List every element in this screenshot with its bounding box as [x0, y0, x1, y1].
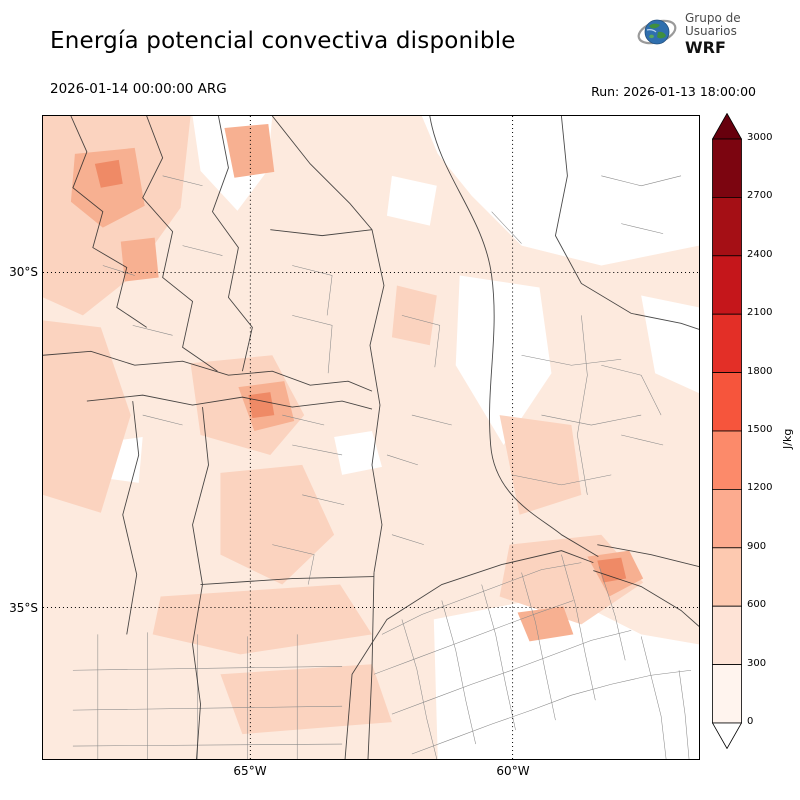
colorbar-unit-label: J/kg [781, 428, 794, 449]
colorbar-tick-label: 900 [747, 540, 767, 552]
logo-text-line1: Grupo de [685, 11, 741, 25]
colorbar-tick-label: 2100 [747, 307, 773, 319]
colorbar-segment [712, 664, 742, 724]
province-borders [43, 116, 699, 759]
map-frame [42, 115, 700, 760]
colorbar-tick-label: 1200 [747, 482, 773, 494]
lat-label-35s: 35°S [9, 601, 38, 615]
colorbar-segment [712, 488, 742, 549]
colorbar-tick-label: 3000 [747, 132, 773, 143]
valid-time-label: 2026-01-14 00:00:00 ARG [50, 81, 227, 97]
colorbar-tick-label: 300 [747, 657, 767, 669]
lon-label-65w: 65°W [233, 764, 267, 778]
colorbar-segment [712, 313, 742, 373]
colorbar-segment [712, 430, 742, 490]
wrf-logo: Grupo de Usuarios WRF [636, 11, 741, 57]
globe-icon [636, 12, 678, 56]
colorbar-tick-label: 1800 [747, 365, 773, 377]
colorbar-tick-label: 2400 [747, 248, 773, 260]
department-borders [72, 175, 692, 759]
logo-text-wrf: WRF [685, 37, 726, 57]
colorbar-tick-label: 600 [747, 599, 767, 611]
colorbar-tick-label: 1500 [747, 424, 773, 435]
lon-label-60w: 60°W [496, 764, 530, 778]
colorbar [712, 113, 742, 749]
colorbar-tick-label: 2700 [747, 190, 773, 202]
colorbar-segment [712, 605, 742, 666]
colorbar-segment [712, 255, 742, 315]
cape-shading [43, 116, 699, 759]
colorbar-segment [712, 372, 742, 432]
colorbar-over-arrow [712, 113, 742, 140]
colorbar-segment [712, 547, 742, 607]
colorbar-tick-label: 0 [747, 716, 754, 727]
page-title: Energía potencial convectiva disponible [50, 28, 516, 54]
colorbar-segment [712, 138, 742, 198]
lat-label-30s: 30°S [9, 265, 38, 279]
graticule [43, 116, 699, 759]
logo-text-line2: Usuarios [685, 24, 737, 39]
colorbar-under-arrow [712, 722, 742, 749]
run-time-label: Run: 2026-01-13 18:00:00 [591, 84, 756, 99]
cape-map [43, 116, 699, 759]
colorbar-segment [712, 197, 742, 257]
